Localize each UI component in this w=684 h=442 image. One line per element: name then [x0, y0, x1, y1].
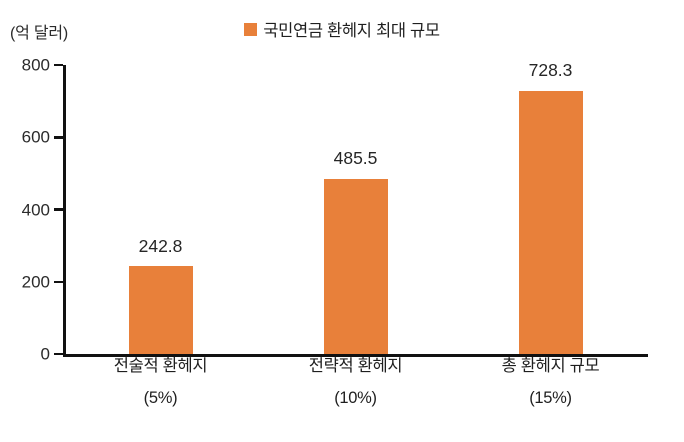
- bar[interactable]: [518, 90, 583, 354]
- y-axis-tick: [54, 136, 63, 139]
- legend-label: 국민연금 환헤지 최대 규모: [263, 22, 440, 40]
- y-axis-tick: [54, 208, 63, 211]
- x-axis-line: [63, 354, 648, 357]
- bar-value-label: 728.3: [528, 60, 573, 81]
- category-label-percent: (15%): [529, 388, 572, 407]
- plot-area: 0 200 400 600 800 242.8 485.5 728.3: [22, 57, 648, 363]
- legend-swatch-icon: [244, 22, 258, 36]
- bar-group: 242.8: [128, 65, 193, 354]
- y-axis-tick-label: 0: [40, 344, 50, 364]
- x-axis-category-label: 전략적 환헤지 (10%): [258, 358, 453, 406]
- y-axis-line: [63, 65, 66, 354]
- category-label-percent: (5%): [143, 388, 178, 407]
- y-axis-unit-label: (억 달러): [10, 25, 69, 42]
- y-axis-tick: [54, 280, 63, 283]
- y-axis-tick: [54, 63, 63, 67]
- y-axis-tick-label: 600: [21, 127, 50, 147]
- y-axis-tick: [54, 352, 63, 356]
- category-label-name: 전략적 환헤지: [308, 357, 403, 375]
- y-axis-tick-label: 400: [21, 200, 50, 219]
- y-axis-tick-label: 200: [21, 272, 50, 292]
- bar-series: 242.8 485.5 728.3: [63, 60, 648, 354]
- chart-legend: 국민연금 환헤지 최대 규모: [0, 17, 684, 41]
- category-label-name: 총 환헤지 규모: [501, 357, 600, 375]
- x-axis-category-labels: 전술적 환헤지 (5%) 전략적 환헤지 (10%) 총 환헤지 규모 (15%): [63, 358, 648, 442]
- bar-value-label: 485.5: [333, 148, 378, 169]
- bar[interactable]: [323, 178, 388, 354]
- legend-item-0[interactable]: 국민연금 환헤지 최대 규모: [244, 17, 440, 41]
- bar-group: 728.3: [518, 60, 583, 354]
- category-label-name: 전술적 환헤지: [113, 357, 208, 375]
- bar[interactable]: [128, 266, 193, 354]
- bar-group: 485.5: [323, 65, 388, 354]
- x-axis-category-label: 총 환헤지 규모 (15%): [453, 358, 648, 406]
- category-label-percent: (10%): [334, 388, 377, 407]
- y-axis-tick-label: 800: [21, 55, 50, 75]
- x-axis-category-label: 전술적 환헤지 (5%): [63, 358, 258, 406]
- bar-value-label: 242.8: [138, 235, 183, 256]
- y-axis-tick-labels: 0 200 400 600 800: [0, 57, 50, 363]
